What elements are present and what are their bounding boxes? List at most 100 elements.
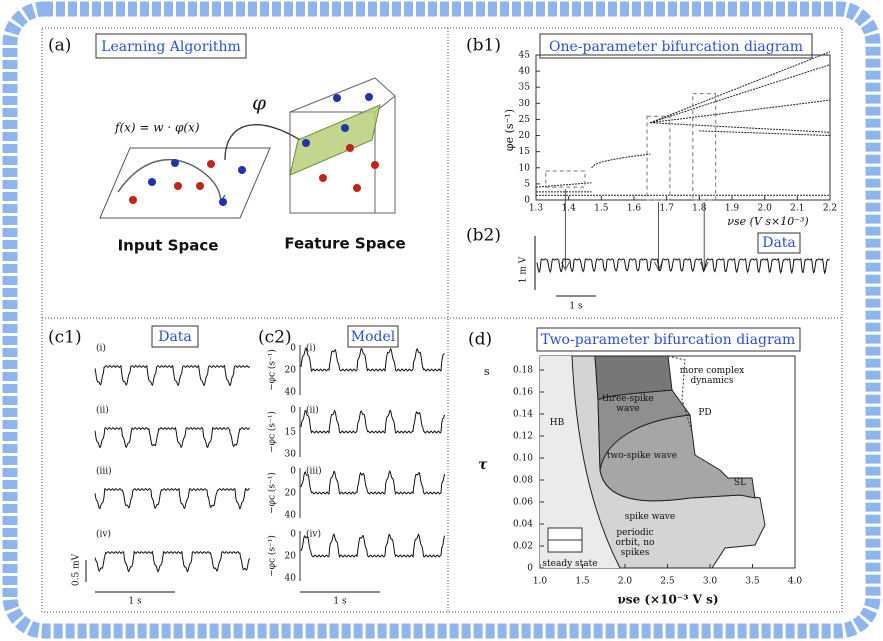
y-tick-label: 0.02 (513, 542, 533, 552)
trace (94, 364, 251, 387)
scale-label: 1 s (128, 597, 142, 607)
points (129, 93, 379, 206)
line: more complex (680, 366, 744, 376)
trace (300, 533, 445, 559)
y-tick-label: 10 (519, 163, 531, 173)
line: PD (698, 408, 711, 418)
axis-label: φe (s⁻¹) (503, 109, 516, 151)
x-tick-label: 4.0 (788, 577, 803, 587)
point (196, 182, 204, 190)
row-label: (i) (306, 343, 316, 354)
point (171, 159, 179, 167)
row-label: (iv) (306, 529, 321, 540)
title-box (347, 325, 399, 348)
point (219, 198, 227, 206)
region-label: HB (550, 418, 565, 428)
axis-label: −φc (s⁻¹) (267, 472, 278, 514)
point (346, 144, 354, 152)
y-tick-label: 0.04 (513, 520, 533, 530)
panel-label: (c1) (48, 328, 82, 348)
line: orbit, no (616, 538, 655, 548)
y-tick-label: 5 (524, 179, 530, 189)
axis-unit: s (484, 365, 490, 378)
branch (591, 153, 651, 169)
region-label: periodic orbit, no spikes (616, 528, 655, 558)
y-tick-label: 40 (519, 67, 531, 77)
y-tick-label: 15 (285, 428, 297, 438)
boundary (667, 355, 693, 433)
input-plane (99, 147, 271, 219)
point (371, 161, 379, 169)
point (341, 124, 349, 132)
axis-label: νse (V s×10⁻³) (727, 215, 808, 228)
line: periodic (616, 528, 653, 538)
x-tick-label: 1.5 (575, 577, 590, 587)
axis-label: νse (×10⁻³ V s) (617, 593, 718, 607)
y-tick-label: 0.06 (513, 498, 533, 508)
y-tick-label: 0 (290, 406, 296, 416)
y-tick-label: 0.12 (513, 432, 533, 442)
y-tick-label: 0 (527, 564, 533, 574)
hyperplane (289, 104, 381, 176)
panel-title: Learning Algorithm (101, 39, 241, 55)
y-tick-label: 40 (285, 511, 297, 521)
branch (699, 130, 831, 137)
plot-area (535, 54, 831, 201)
x-tick-label: 1.3 (529, 204, 544, 214)
panel-label: (d) (468, 330, 492, 350)
point (319, 174, 327, 182)
region-label: steady state (542, 559, 597, 569)
axis-label: −φc (s⁻¹) (267, 349, 278, 391)
row-label: (i) (96, 343, 106, 354)
trace (94, 487, 250, 510)
line: spike wave (625, 512, 675, 522)
y-tick-label: 45 (519, 51, 531, 61)
line: steady state (542, 559, 597, 569)
x-tick-label: 3.0 (703, 577, 718, 587)
branch (650, 51, 831, 124)
point (302, 139, 310, 147)
traces: (i) 0 20 40 −φc (s⁻¹) (ii) 0 15 30 −φc (s⁻¹) (iii)… (267, 343, 445, 584)
title-box (536, 327, 801, 352)
trace (300, 346, 445, 373)
y-tick-label: 30 (285, 450, 297, 460)
y-tick-label: 0 (290, 467, 296, 477)
trace (536, 257, 830, 275)
trace (94, 550, 251, 573)
plot: 0 0.02 0.04 0.06 0.08 0.10 0.12 0.14 0.16 0.18 1.0… (513, 355, 803, 587)
panel-title: Two-parameter bifurcation diagram (541, 332, 796, 348)
title-box (757, 232, 801, 254)
scale-label: 1 s (333, 597, 347, 607)
plot: 0 5 10 15 20 25 30 35 40 45 1.3 1.4 1.5 1.6 1.7 1.8 1.9 2… (519, 51, 837, 272)
title-box (539, 33, 813, 59)
y-tick-label: 35 (519, 83, 531, 93)
y-tick-label: 0.10 (513, 454, 533, 464)
scale-label: 1 m V (519, 256, 529, 283)
region-label: spike wave (625, 512, 675, 522)
caption: Input Space (118, 237, 219, 255)
panel-label: (b1) (466, 36, 501, 56)
highlight-box (692, 93, 717, 201)
cube (289, 77, 396, 214)
x-tick-label: 2.0 (758, 204, 773, 214)
x-tick-label: 1.8 (692, 204, 707, 214)
point (148, 178, 156, 186)
line: spikes (621, 548, 650, 558)
region-label: PD (698, 408, 711, 418)
line: wave (616, 404, 639, 414)
panel-border (41, 27, 843, 613)
trace (300, 469, 445, 496)
panel-label: (c2) (258, 328, 292, 348)
x-tick-label: 1.6 (627, 204, 642, 214)
y-tick-label: 20 (285, 489, 297, 499)
y-tick-label: 15 (519, 147, 531, 157)
x-tick-label: 2.5 (660, 577, 675, 587)
x-tick-label: 1.4 (562, 204, 577, 214)
panel-label: (a) (48, 36, 71, 56)
trace (94, 426, 251, 449)
map-symbol: φ (252, 91, 266, 115)
point (207, 160, 215, 168)
y-tick-label: 0.18 (513, 366, 533, 376)
x-tick-label: 1.7 (660, 204, 675, 214)
